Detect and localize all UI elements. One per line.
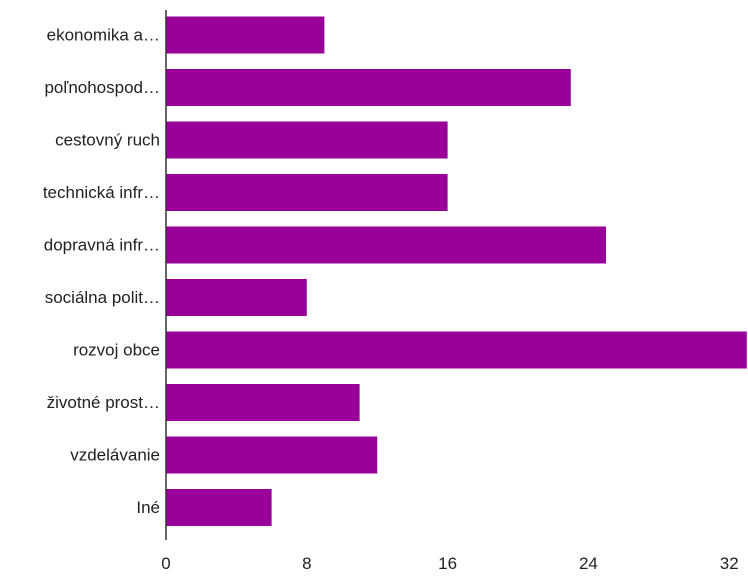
category-label: rozvoj obce xyxy=(73,341,160,360)
category-label: cestovný ruch xyxy=(55,131,160,150)
category-label: technická infr… xyxy=(43,183,160,202)
bar xyxy=(166,121,448,159)
bar xyxy=(166,489,272,526)
x-tick-label: 32 xyxy=(720,554,739,573)
category-label: ekonomika a… xyxy=(47,26,160,45)
bar xyxy=(166,384,360,421)
x-tick-label: 16 xyxy=(438,554,457,573)
category-label: poľnohospod… xyxy=(44,78,160,97)
category-label: vzdelávanie xyxy=(70,446,160,465)
category-labels-layer: ekonomika a… poľnohospod… cestovný ruch tec… xyxy=(43,26,160,518)
bar xyxy=(166,436,378,474)
category-label: dopravná infr… xyxy=(44,236,160,255)
x-tick-labels-layer: 0 8 16 24 32 xyxy=(161,554,738,573)
bar xyxy=(166,226,606,264)
x-tick-label: 0 xyxy=(161,554,170,573)
x-tick-label: 8 xyxy=(302,554,311,573)
bar xyxy=(166,16,325,54)
bar xyxy=(166,279,307,316)
category-label: sociálna polit… xyxy=(45,288,160,307)
bar xyxy=(166,69,571,106)
x-tick-label: 24 xyxy=(579,554,598,573)
category-label: Iné xyxy=(136,498,160,517)
bar xyxy=(166,174,448,211)
bars-layer xyxy=(166,16,747,526)
bar xyxy=(166,331,747,369)
category-label: životné prost… xyxy=(47,393,160,412)
